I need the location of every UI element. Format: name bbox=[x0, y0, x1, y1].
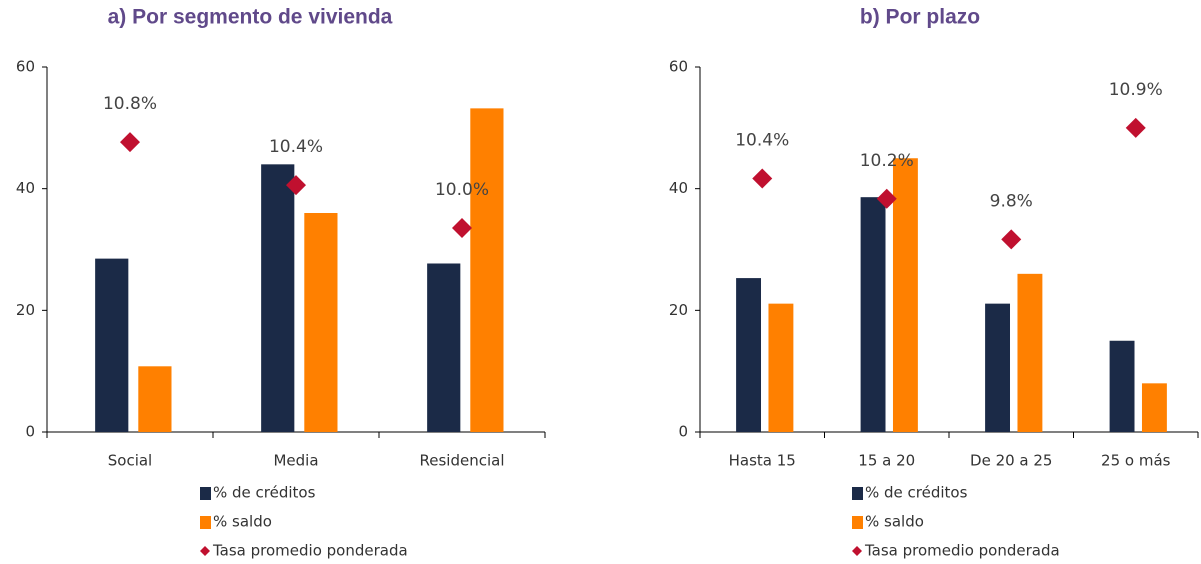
legend-label: % de créditos bbox=[865, 484, 968, 502]
data-label: 9.8% bbox=[990, 191, 1033, 211]
bar bbox=[138, 366, 172, 432]
legend-label: Tasa promedio ponderada bbox=[212, 542, 408, 560]
bar bbox=[304, 213, 338, 432]
bar bbox=[95, 258, 129, 432]
bar bbox=[427, 263, 461, 432]
y-tick-label: 0 bbox=[25, 423, 35, 441]
bar bbox=[736, 278, 762, 432]
legend-marker bbox=[200, 546, 210, 556]
data-label: 10.0% bbox=[435, 180, 489, 200]
data-label: 10.8% bbox=[103, 94, 157, 114]
marker bbox=[752, 168, 773, 189]
legend-label: % saldo bbox=[865, 513, 924, 531]
y-tick-label: 0 bbox=[678, 423, 688, 441]
x-tick-label: De 20 a 25 bbox=[970, 452, 1052, 470]
data-label: 10.4% bbox=[269, 137, 323, 157]
legend-label: % saldo bbox=[213, 513, 272, 531]
x-tick-label: Residencial bbox=[420, 452, 505, 470]
data-label: 10.9% bbox=[1109, 80, 1163, 100]
legend-marker bbox=[852, 546, 862, 556]
legend-marker bbox=[852, 487, 863, 500]
x-tick-label: 15 a 20 bbox=[858, 452, 915, 470]
bar bbox=[985, 303, 1011, 432]
marker bbox=[286, 175, 306, 196]
chart-title: a) Por segmento de vivienda bbox=[108, 6, 393, 29]
marker bbox=[876, 188, 897, 209]
bar bbox=[892, 158, 918, 432]
y-tick-label: 60 bbox=[16, 58, 35, 76]
x-tick-label: Media bbox=[273, 452, 318, 470]
legend-label: % de créditos bbox=[213, 484, 316, 502]
data-label: 10.4% bbox=[735, 131, 789, 151]
y-tick-label: 40 bbox=[16, 179, 35, 197]
legend-marker bbox=[200, 487, 211, 500]
bar bbox=[860, 197, 886, 432]
x-tick-label: Social bbox=[108, 452, 152, 470]
bar bbox=[1109, 340, 1135, 432]
marker bbox=[452, 218, 472, 239]
y-tick-label: 60 bbox=[669, 58, 688, 76]
y-tick-label: 20 bbox=[16, 301, 35, 319]
data-label: 10.2% bbox=[860, 151, 914, 171]
bar bbox=[261, 164, 295, 433]
chart-title: b) Por plazo bbox=[860, 6, 980, 29]
bar bbox=[1141, 383, 1167, 432]
y-tick-label: 40 bbox=[669, 179, 688, 197]
legend-label: Tasa promedio ponderada bbox=[864, 542, 1060, 560]
legend-marker bbox=[852, 516, 863, 529]
legend-marker bbox=[200, 516, 211, 529]
marker bbox=[1125, 117, 1146, 138]
bar bbox=[470, 108, 504, 432]
marker bbox=[1001, 229, 1022, 250]
x-tick-label: Hasta 15 bbox=[729, 452, 796, 470]
marker bbox=[120, 132, 140, 153]
bar bbox=[1017, 273, 1043, 432]
x-tick-label: 25 o más bbox=[1101, 452, 1171, 470]
y-tick-label: 20 bbox=[669, 301, 688, 319]
bar bbox=[768, 303, 794, 432]
